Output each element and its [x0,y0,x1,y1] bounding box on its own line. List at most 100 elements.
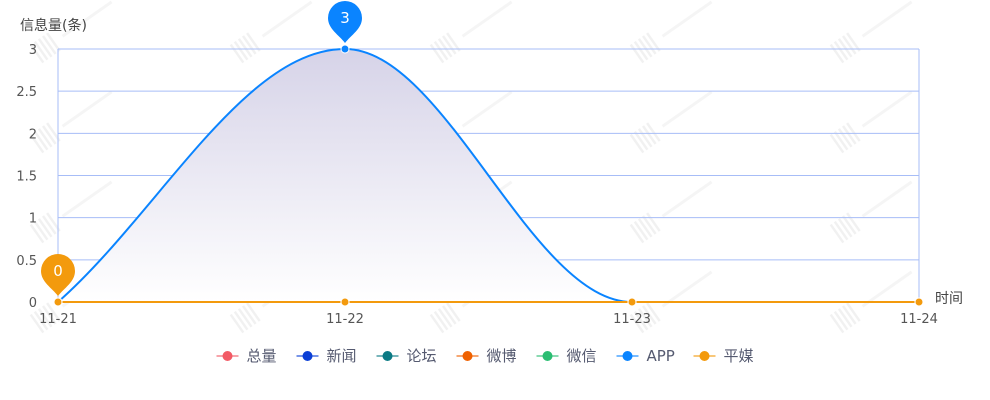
legend-dot-icon [222,351,233,361]
min-marker-label: 0 [53,262,63,280]
watermark-stripe [29,133,45,154]
legend-label: APP [647,347,675,365]
min-marker: 0 [41,254,75,296]
legend-item-微信[interactable]: 微信 [536,347,597,365]
watermark-stripe [446,302,461,322]
watermark-stripe [37,308,53,328]
legend-item-新闻[interactable]: 新闻 [296,347,357,365]
watermark-stripe [637,218,653,238]
legend-label: 论坛 [407,347,437,365]
legend-item-APP[interactable]: APP [616,347,675,365]
watermark-stripe [846,122,861,142]
watermark-stripe [33,130,49,151]
watermark-stripe [437,38,453,58]
watermark-bar [861,270,913,308]
watermark-stripe [33,40,49,61]
watermark-logo [629,0,713,64]
watermark-bar [661,0,713,38]
watermark-logo [29,90,113,154]
watermark-stripe [237,38,253,58]
watermark-logo [829,180,913,244]
y-tick-label: 2 [29,127,37,142]
watermark-stripe [837,218,853,238]
watermark-stripe [41,125,57,145]
y-tick-label: 1.5 [16,170,37,185]
max-marker-label: 3 [340,9,350,27]
watermark-stripe [241,35,257,55]
watermark-bar [861,0,913,38]
watermark-stripe [441,35,457,55]
max-marker: 3 [328,1,362,43]
watermark-stripe [37,218,53,238]
watermark-stripe [846,302,861,322]
watermark-stripe [641,125,657,145]
watermark-stripe [829,223,845,244]
watermark-stripe [641,305,657,325]
watermark-stripe [637,38,653,58]
watermark-stripe [29,43,45,64]
legend-dot-icon [622,351,633,361]
watermark-stripe [446,32,461,52]
x-tick-label: 11-24 [900,312,938,327]
watermark-logo [629,180,713,244]
watermark-stripe [29,313,45,334]
watermark-logo [429,0,513,64]
watermark-stripe [241,305,257,325]
legend-label: 总量 [247,347,277,365]
watermark-stripe [33,220,49,241]
watermark-stripe [37,128,53,148]
watermark-stripe [646,122,661,142]
watermark-stripe [46,212,61,232]
min-marker-shape [41,254,75,296]
legend-item-论坛[interactable]: 论坛 [376,347,437,365]
watermark-logo [629,90,713,154]
watermark-bar [261,0,313,38]
watermark-stripe [837,38,853,58]
watermark-bar [661,270,713,308]
legend-dot-icon [542,351,553,361]
watermark-stripe [646,302,661,322]
legend-label: 微信 [567,347,597,365]
y-tick-label: 2.5 [16,85,37,100]
watermark-stripe [833,220,849,241]
legend-label: 平媒 [724,347,754,365]
watermark-stripe [833,310,849,331]
watermark-stripe [829,133,845,154]
y-tick-label: 3 [29,43,37,58]
legend-dot-icon [302,351,313,361]
y-tick-label: 0.5 [16,254,37,269]
watermark-stripe [246,32,261,52]
watermark-bar [61,90,113,128]
watermark-stripe [629,313,645,334]
legend-item-平媒[interactable]: 平媒 [693,347,754,365]
watermark-stripe [637,308,653,328]
watermark-stripe [246,302,261,322]
data-point-APP [340,44,350,54]
watermark-stripe [233,40,249,61]
watermark-logo [829,270,913,334]
watermark-stripe [846,32,861,52]
watermark-bar [861,180,913,218]
data-point-平媒 [914,297,924,307]
watermark-stripe [37,38,53,58]
max-marker-shape [328,1,362,43]
watermark-stripe [441,305,457,325]
watermark-stripe [633,130,649,151]
legend-item-微博[interactable]: 微博 [456,347,517,365]
watermark-logo [629,270,713,334]
watermark-stripe [641,215,657,235]
watermark-stripe [841,125,857,145]
watermark-stripe [641,35,657,55]
watermark-bar [861,90,913,128]
watermark-stripe [46,302,61,322]
legend-dot-icon [462,351,473,361]
x-tick-label: 11-23 [613,312,651,327]
legend-item-总量[interactable]: 总量 [216,347,277,365]
watermark-stripe [233,310,249,331]
watermark-stripe [629,133,645,154]
y-tick-label: 1 [29,212,37,227]
watermark-stripe [41,215,57,235]
data-point-平媒 [627,297,637,307]
